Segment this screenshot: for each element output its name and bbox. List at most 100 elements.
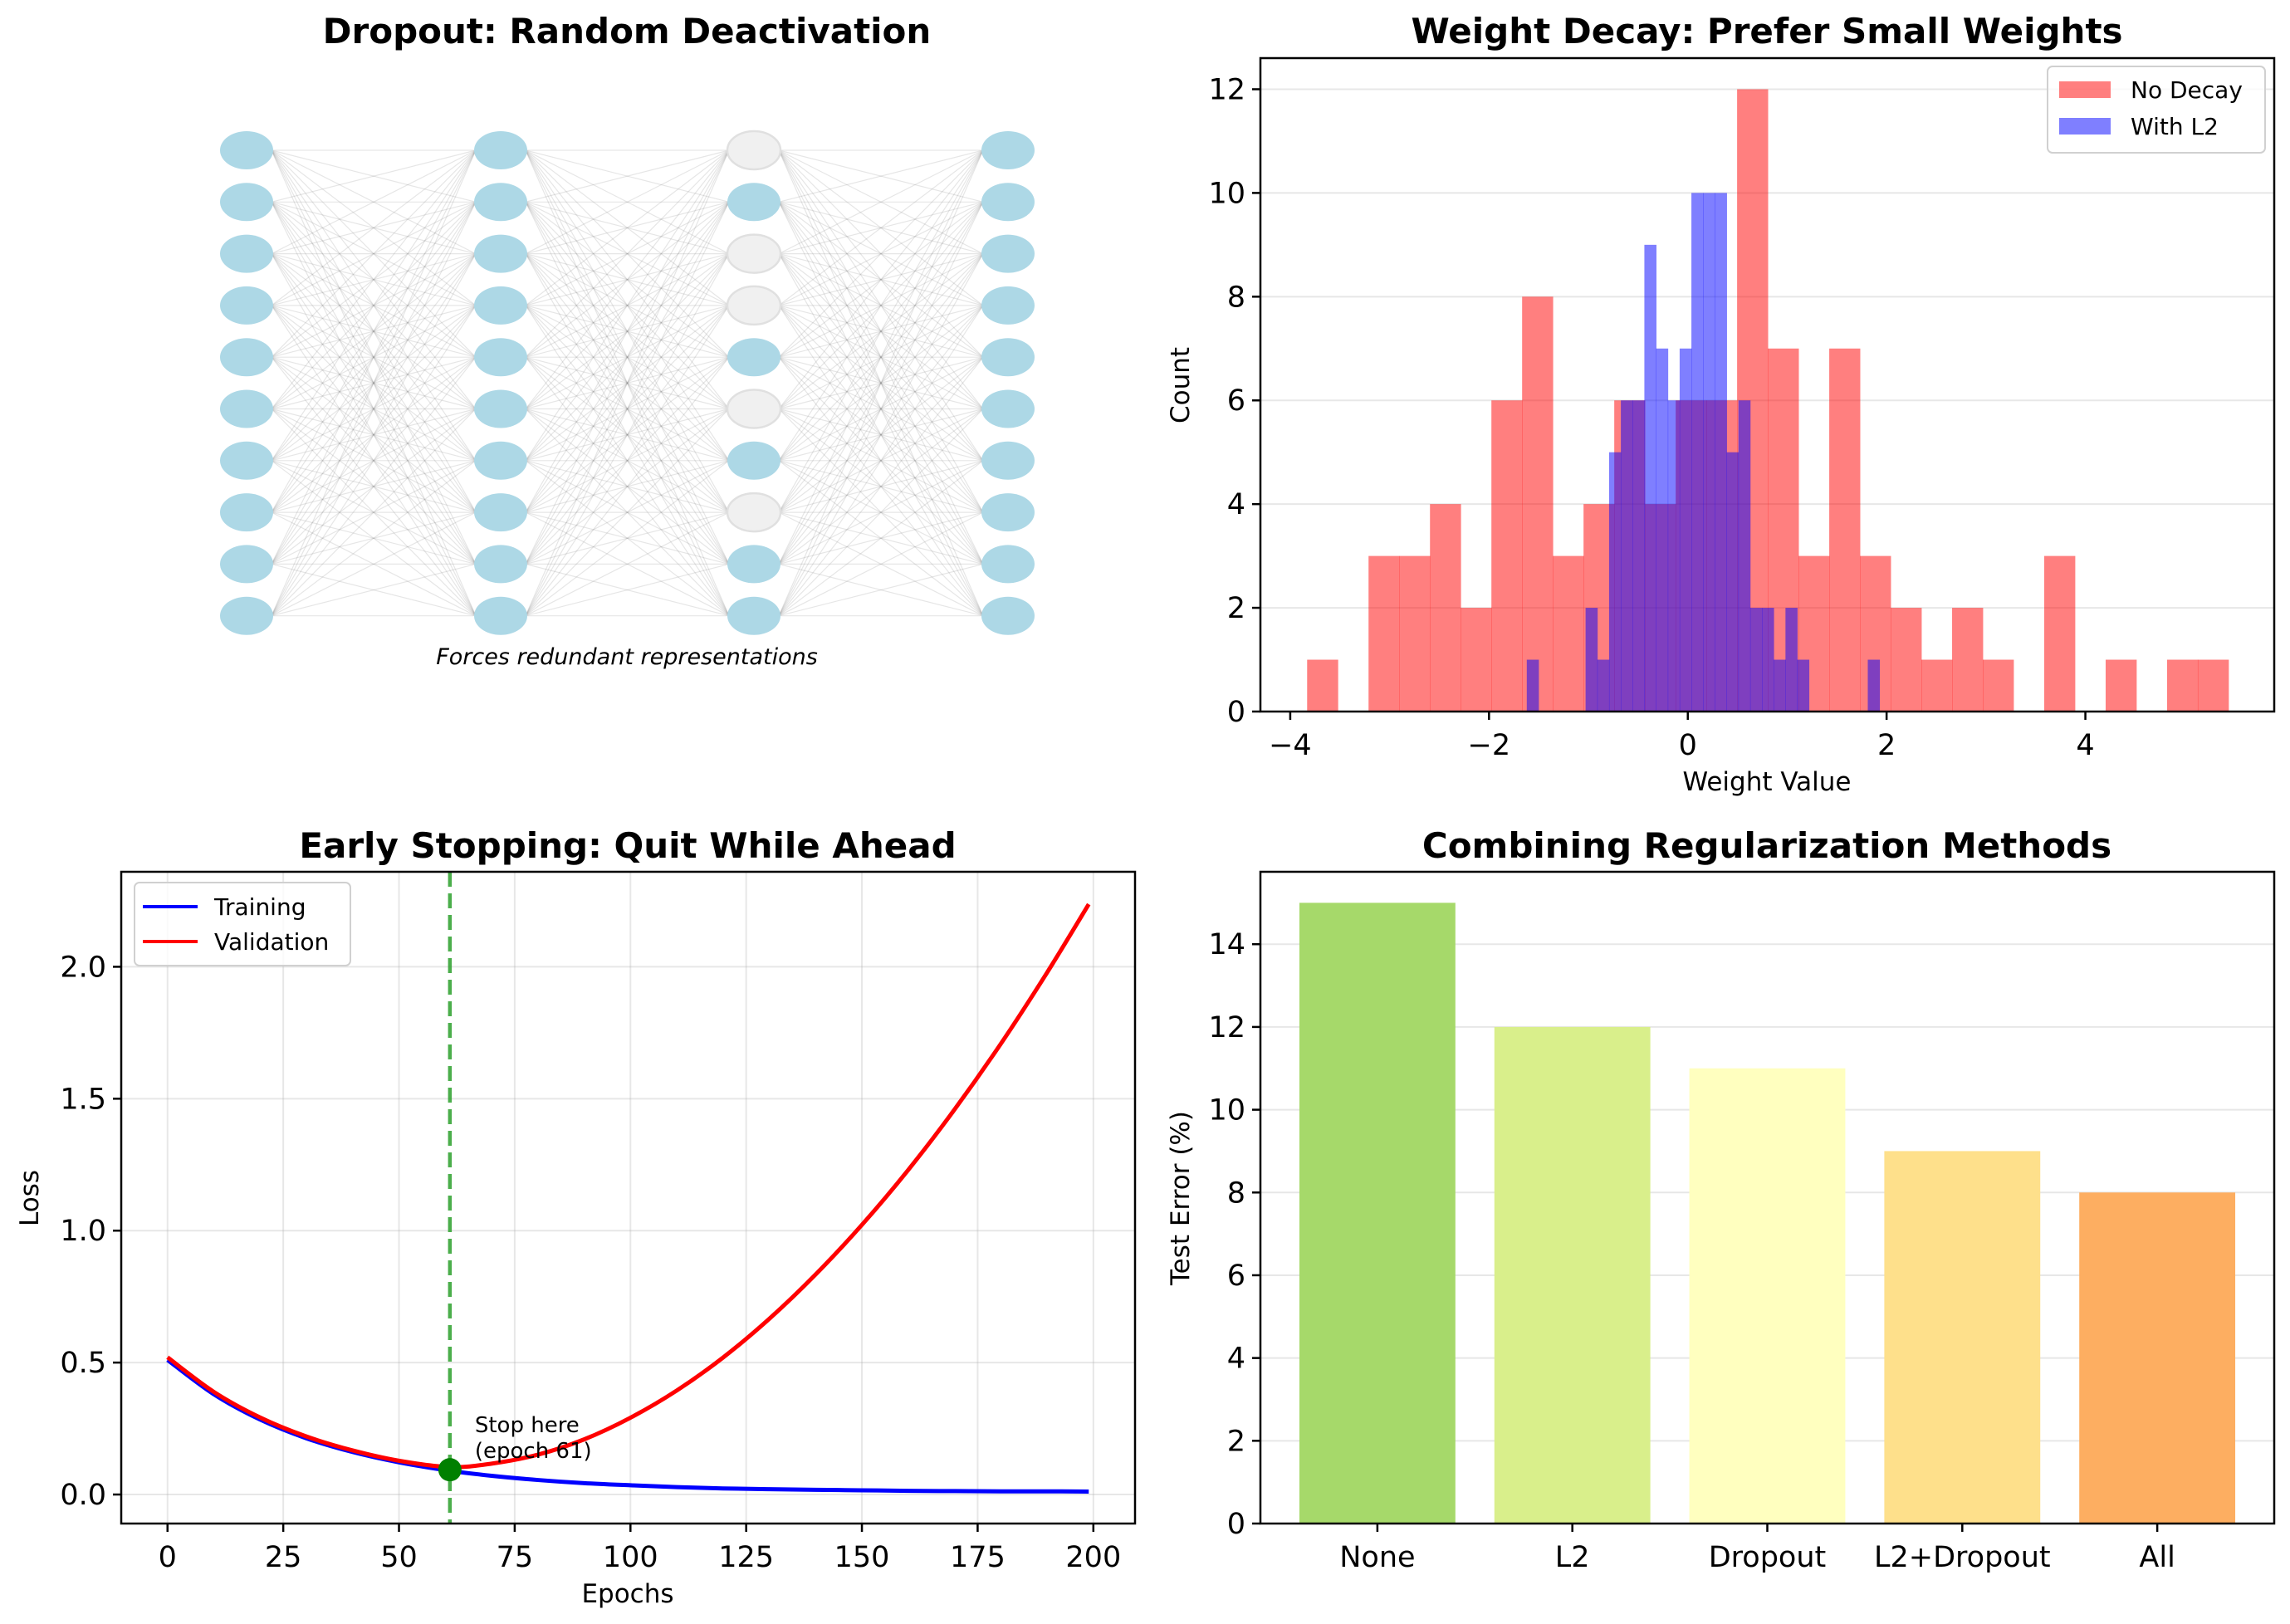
- connection-line: [525, 149, 730, 255]
- connection-line: [525, 305, 730, 513]
- y-tick-label: 0: [1227, 696, 1245, 729]
- bars: [1299, 902, 2236, 1524]
- connection-line: [525, 149, 730, 462]
- y-tick-label: 2.0: [60, 951, 106, 984]
- legend-label-with-l2: With L2: [2131, 113, 2219, 140]
- connection-line: [525, 253, 730, 358]
- y-tick-label: 2: [1227, 1425, 1245, 1458]
- y-tick-label: 0: [1227, 1508, 1245, 1541]
- bar-l2: [1494, 1026, 1651, 1524]
- legend: No Decay With L2: [2047, 66, 2266, 154]
- legend-label-no-decay: No Decay: [2131, 76, 2243, 104]
- no-decay-bar: [2197, 659, 2229, 712]
- y-tick-label: 14: [1208, 928, 1245, 961]
- y-tick-label: 6: [1227, 384, 1245, 418]
- x-ticks: −4 −2 0 2 4: [1269, 712, 2095, 762]
- y-ticks: 0.0 0.5 1.0 1.5 2.0: [60, 951, 121, 1512]
- connection-line: [525, 202, 730, 565]
- connection-line: [525, 460, 730, 565]
- connection-line: [525, 253, 730, 409]
- active-neuron: [220, 338, 273, 377]
- connection-line: [525, 408, 730, 617]
- no-decay-bar: [2105, 659, 2137, 712]
- with-l2-bar: [1797, 659, 1810, 712]
- with-l2-bar: [1585, 608, 1598, 712]
- connection-line: [525, 460, 730, 513]
- connection-line: [271, 511, 477, 617]
- x-tick-label: 50: [380, 1541, 418, 1574]
- connection-line: [778, 149, 984, 306]
- connection-line: [778, 460, 984, 617]
- connection-line: [778, 201, 984, 409]
- with-l2-bar: [1621, 400, 1633, 712]
- connection-line: [778, 563, 984, 617]
- y-tick-label: 8: [1227, 281, 1245, 314]
- connection-line: [778, 149, 984, 513]
- x-tick-label: −4: [1269, 729, 1312, 762]
- x-tick-label: 0: [159, 1541, 177, 1574]
- connection-line: [271, 253, 477, 565]
- connection-line: [525, 149, 730, 565]
- y-tick-label: 4: [1227, 1343, 1245, 1376]
- connection-line: [271, 305, 477, 462]
- connection-line: [525, 253, 730, 616]
- active-neuron: [981, 183, 1035, 222]
- active-neuron: [981, 545, 1035, 584]
- connection-line: [778, 408, 984, 617]
- active-neuron: [981, 286, 1035, 325]
- connection-line: [271, 253, 477, 358]
- connection-line: [525, 253, 730, 462]
- x-tick-label: L2: [1555, 1541, 1590, 1574]
- connection-line: [778, 356, 984, 462]
- connection-line: [525, 201, 730, 358]
- connection-line: [525, 201, 730, 409]
- connection-line: [525, 356, 730, 565]
- connection-line: [525, 202, 730, 565]
- connection-line: [778, 149, 984, 358]
- connection-line: [271, 149, 477, 513]
- connection-line: [525, 253, 730, 462]
- connection-line: [778, 511, 984, 565]
- connection-line: [778, 460, 984, 565]
- connections: [271, 149, 984, 617]
- connection-line: [271, 201, 477, 513]
- y-ticks: 0 2 4 6 8 10 12 14: [1208, 928, 1260, 1541]
- connection-line: [271, 408, 477, 565]
- active-neuron: [474, 131, 527, 169]
- no-decay-bar: [1307, 659, 1338, 712]
- connection-line: [271, 305, 477, 565]
- y-tick-label: 12: [1208, 73, 1245, 106]
- connection-line: [525, 305, 730, 358]
- connection-line: [778, 253, 984, 306]
- connection-line: [778, 356, 984, 617]
- with-l2-bar: [1703, 193, 1715, 712]
- connection-line: [778, 201, 984, 462]
- connection-line: [778, 356, 984, 462]
- connection-line: [525, 460, 730, 617]
- active-neuron: [220, 545, 273, 584]
- connection-line: [271, 202, 477, 565]
- connection-line: [525, 253, 730, 565]
- with-l2-bar: [1715, 193, 1727, 712]
- connection-line: [271, 149, 477, 462]
- connection-line: [271, 149, 477, 358]
- connection-line: [271, 356, 477, 462]
- connection-line: [778, 201, 984, 513]
- with-l2-bar: [1774, 659, 1786, 712]
- connection-line: [778, 149, 984, 565]
- connection-line: [525, 149, 730, 462]
- x-ticks: None L2 Dropout L2+Dropout All: [1339, 1524, 2175, 1574]
- x-tick-label: 25: [265, 1541, 302, 1574]
- connection-line: [271, 202, 477, 616]
- connection-line: [271, 356, 477, 617]
- connection-line: [778, 149, 984, 616]
- connection-line: [778, 305, 984, 617]
- x-tick-label: All: [2139, 1541, 2175, 1574]
- connection-line: [525, 305, 730, 565]
- active-neuron: [981, 338, 1035, 377]
- connection-line: [271, 305, 477, 617]
- active-neuron: [474, 441, 527, 480]
- connection-line: [778, 305, 984, 565]
- connection-line: [525, 149, 730, 616]
- active-neuron: [220, 286, 273, 325]
